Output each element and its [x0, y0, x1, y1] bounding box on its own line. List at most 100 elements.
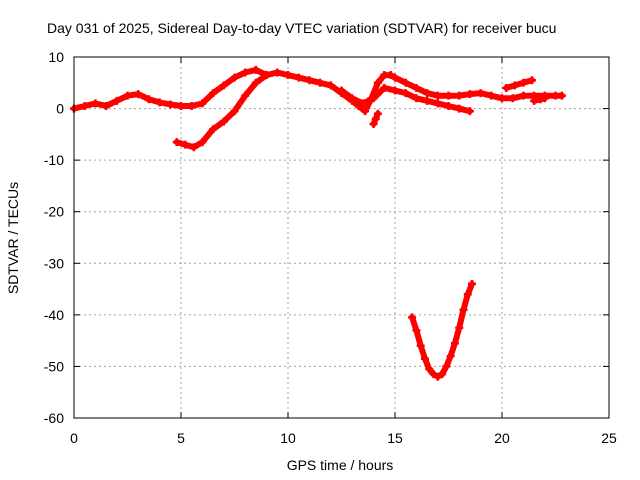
y-tick-label: -50: [44, 358, 64, 374]
x-tick-label: 15: [387, 430, 403, 446]
data-point: [209, 89, 218, 98]
data-point: [386, 71, 395, 80]
data-point: [412, 94, 421, 103]
data-point: [144, 95, 153, 104]
x-tick-label: 25: [601, 430, 617, 446]
tick-marks: [73, 56, 610, 419]
data-point: [251, 65, 260, 74]
data-point: [326, 81, 335, 90]
y-tick-label: -40: [44, 307, 64, 323]
data-point: [251, 78, 260, 87]
data-point: [348, 94, 357, 103]
data-point: [527, 76, 536, 85]
data-point: [408, 313, 417, 322]
data-point: [361, 107, 370, 116]
data-point: [519, 91, 528, 100]
data-point: [412, 83, 421, 92]
data-point: [557, 91, 566, 100]
grid: [74, 57, 609, 418]
data-point: [530, 96, 539, 105]
data-point: [476, 89, 485, 98]
data-point: [181, 140, 190, 149]
y-tick-labels: 10 0 -10 -20 -30 -40 -50 -60: [44, 49, 64, 426]
data-point: [423, 89, 432, 98]
data-point: [166, 100, 175, 109]
data-point: [262, 71, 271, 80]
plot-frame: [73, 56, 610, 419]
data-point: [102, 101, 111, 110]
data-point: [468, 279, 477, 288]
data-point: [416, 341, 425, 350]
data-point: [423, 96, 432, 105]
data-point: [459, 305, 468, 314]
data-point: [373, 109, 382, 118]
data-point: [230, 107, 239, 116]
data-point: [429, 370, 438, 379]
data-point: [373, 78, 382, 87]
data-point: [209, 125, 218, 134]
data-point: [273, 68, 282, 77]
data-point: [241, 91, 250, 100]
data-point: [177, 101, 185, 110]
x-tick-label: 5: [177, 430, 185, 446]
y-tick-label: -60: [44, 410, 64, 426]
data-point: [134, 90, 143, 99]
x-tick-label: 10: [280, 430, 296, 446]
x-tick-label: 20: [494, 430, 510, 446]
data-point: [219, 117, 228, 126]
data-point: [189, 143, 198, 152]
series-line: [409, 280, 475, 380]
y-tick-label: -10: [44, 152, 64, 168]
data-point: [369, 120, 378, 129]
series-line: [503, 77, 535, 91]
data-marks: [70, 65, 566, 381]
data-point: [380, 83, 389, 92]
y-tick-label: 0: [56, 101, 64, 117]
data-point: [487, 91, 496, 100]
data-point: [433, 91, 442, 100]
data-point: [172, 138, 181, 147]
series-trail-upper: [502, 76, 536, 92]
data-point: [433, 99, 442, 108]
data-point: [316, 78, 325, 87]
data-point: [198, 99, 207, 108]
data-point: [284, 71, 292, 80]
data-point: [230, 73, 239, 82]
data-point: [112, 96, 121, 105]
data-point: [187, 101, 196, 110]
data-point: [450, 339, 459, 348]
data-point: [508, 94, 517, 103]
data-point: [337, 86, 346, 95]
series-line: [173, 72, 270, 151]
data-point: [369, 94, 378, 103]
y-tick-label: 10: [48, 49, 64, 65]
data-point: [455, 104, 464, 113]
data-point: [455, 91, 464, 100]
data-point: [463, 290, 472, 299]
data-point: [155, 98, 164, 107]
data-point: [80, 101, 89, 110]
data-point: [433, 372, 442, 381]
data-point: [498, 94, 506, 103]
data-point: [502, 83, 511, 92]
data-point: [401, 78, 410, 87]
data-point: [198, 138, 207, 147]
data-point: [123, 91, 132, 100]
data-point: [425, 365, 434, 374]
data-point: [510, 81, 519, 90]
data-point: [455, 323, 464, 332]
data-point: [444, 91, 453, 100]
data-point: [391, 73, 399, 82]
data-point: [91, 99, 100, 108]
y-tick-label: -30: [44, 255, 64, 271]
series-secondary-band: [337, 83, 474, 116]
data-point: [294, 73, 303, 82]
data-point: [438, 370, 447, 379]
chart-title: Day 031 of 2025, Sidereal Day-to-day VTE…: [47, 20, 556, 36]
x-axis-label: GPS time / hours: [287, 457, 394, 473]
data-point: [391, 86, 399, 95]
data-point: [444, 101, 453, 110]
series-arc-rising: [172, 71, 271, 152]
data-point: [465, 107, 474, 116]
